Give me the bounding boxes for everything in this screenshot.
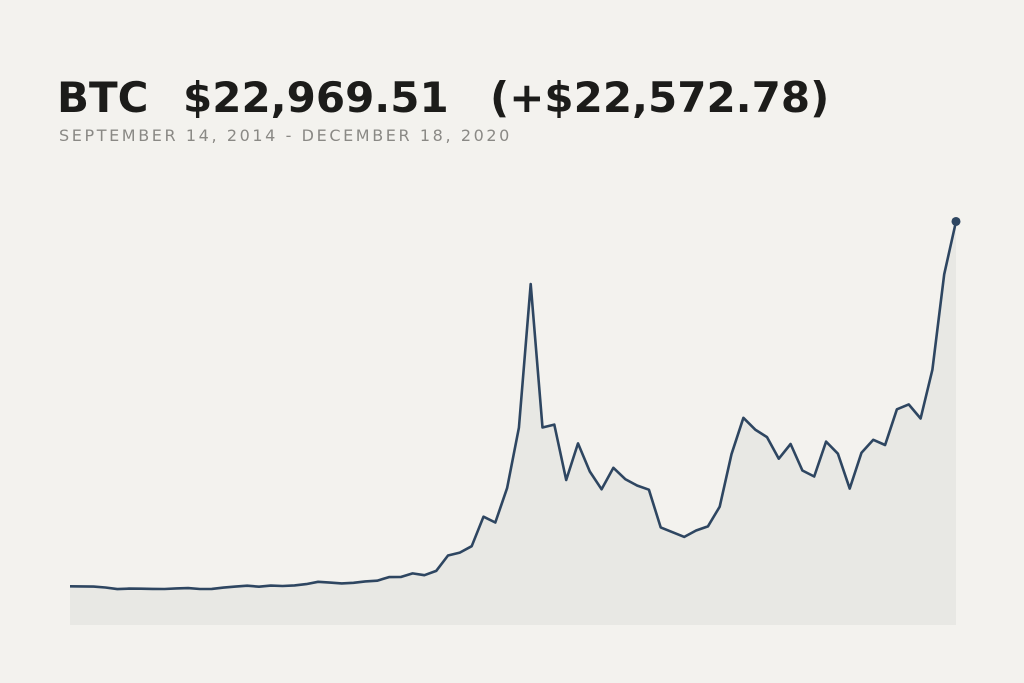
area (70, 221, 956, 625)
date-range: SEPTEMBER 14, 2014 - DECEMBER 18, 2020 (59, 126, 512, 145)
change: (+$22,572.78) (490, 73, 829, 122)
last-point (951, 216, 961, 226)
price: $22,969.51 (183, 73, 449, 122)
price-line (69, 221, 958, 591)
ticker: BTC (57, 73, 149, 122)
